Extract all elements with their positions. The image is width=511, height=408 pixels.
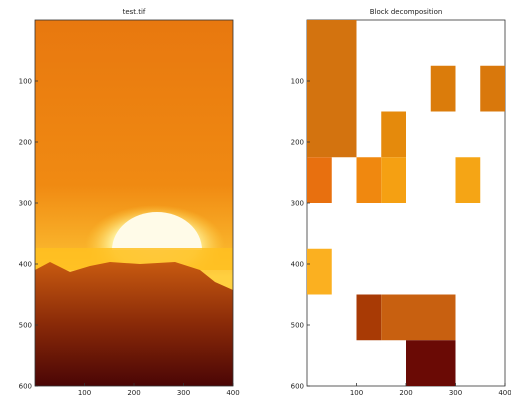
block bbox=[381, 295, 455, 341]
block bbox=[307, 20, 357, 157]
y-tick-label: 600 bbox=[19, 383, 32, 391]
y-tick-label: 400 bbox=[291, 261, 304, 269]
block bbox=[307, 249, 332, 295]
photo bbox=[35, 20, 233, 386]
y-tick-label: 200 bbox=[291, 139, 304, 147]
figure: test.tif Block decomposition 100 200 300 40… bbox=[0, 0, 511, 404]
axes-title: test.tif bbox=[123, 8, 146, 16]
block bbox=[456, 157, 481, 203]
axes-title: Block decomposition bbox=[370, 8, 443, 16]
block bbox=[480, 66, 505, 112]
block bbox=[307, 157, 332, 203]
y-tick-label: 400 bbox=[19, 261, 32, 269]
block bbox=[357, 295, 382, 341]
y-tick-label: 500 bbox=[19, 322, 32, 330]
y-tick-label: 300 bbox=[291, 200, 304, 208]
y-tick-label: 600 bbox=[291, 383, 304, 391]
block bbox=[381, 157, 406, 203]
x-tick-label: 400 bbox=[226, 389, 239, 397]
y-tick-label: 300 bbox=[19, 200, 32, 208]
x-tick-label: 100 bbox=[350, 389, 363, 397]
y-tick-label: 100 bbox=[291, 78, 304, 86]
x-tick-label: 300 bbox=[449, 389, 462, 397]
x-tick-label: 200 bbox=[127, 389, 140, 397]
block bbox=[406, 340, 456, 386]
x-tick-label: 100 bbox=[78, 389, 91, 397]
y-tick-label: 200 bbox=[19, 139, 32, 147]
block bbox=[381, 112, 406, 158]
x-tick-label: 200 bbox=[399, 389, 412, 397]
y-tick-label: 500 bbox=[291, 322, 304, 330]
block bbox=[431, 66, 456, 112]
x-tick-label: 400 bbox=[498, 389, 511, 397]
block bbox=[357, 157, 382, 203]
x-tick-label: 300 bbox=[177, 389, 190, 397]
y-tick-label: 100 bbox=[19, 78, 32, 86]
